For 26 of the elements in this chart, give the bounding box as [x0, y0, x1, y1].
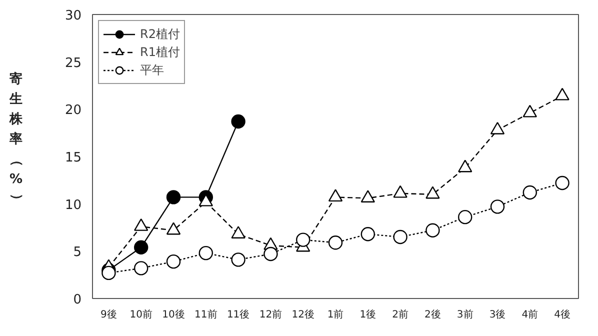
x-tick-label: 1後 [360, 308, 376, 320]
x-tick-label: 4後 [554, 308, 570, 320]
x-tick-label: 10前 [130, 308, 152, 320]
x-tick-label: 12後 [292, 308, 314, 320]
x-tick-label: 11後 [226, 308, 250, 320]
legend-label: 平年 [140, 62, 164, 78]
y-tick-label: 10 [64, 198, 82, 213]
x-tick-label: 4前 [522, 308, 538, 320]
y-tick-label: 25 [64, 56, 82, 71]
x-tick-label: 12前 [259, 308, 282, 320]
y-axis-title: 寄生株率（%） [8, 70, 25, 208]
x-tick-label: 9後 [100, 308, 117, 320]
y-tick-label: 0 [73, 292, 82, 308]
x-tick-label: 1前 [327, 308, 344, 320]
y-tick-label: 30 [64, 8, 82, 24]
x-tick-label: 10後 [162, 308, 185, 320]
y-tick-label: 5 [73, 245, 82, 260]
x-tick-label: 3後 [489, 308, 506, 320]
x-tick-label: 2後 [424, 308, 441, 320]
y-tick-label: 20 [64, 103, 82, 118]
x-tick-label: 3前 [456, 308, 474, 320]
legend-label: R1植付 [140, 44, 180, 60]
x-tick-label: 2前 [392, 308, 408, 320]
x-tick-label: 11前 [194, 308, 218, 320]
y-tick-label: 15 [64, 150, 82, 166]
legend-label: R2植付 [140, 26, 180, 42]
